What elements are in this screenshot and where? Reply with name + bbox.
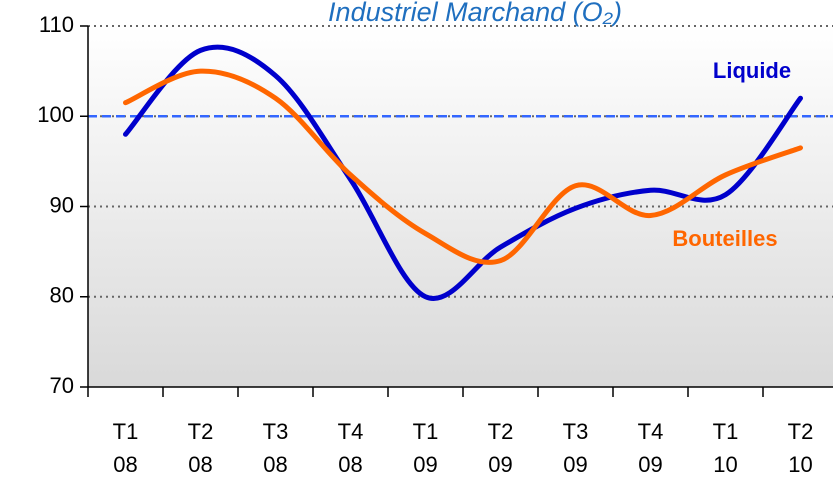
x-tick-label: T2 [788,419,814,444]
x-tick-label: T1 [413,419,439,444]
x-tick-label: T3 [563,419,589,444]
x-tick-label: T2 [488,419,514,444]
chart-title: Industriel Marchand (O₂) [328,0,622,27]
legend-label: Bouteilles [672,226,777,251]
x-tick-label: 09 [413,452,437,477]
x-tick-label: T1 [113,419,139,444]
y-tick-label: 90 [50,192,74,217]
x-tick-label: T3 [263,419,289,444]
y-tick-label: 80 [50,283,74,308]
series-line [123,44,803,301]
x-tick-label: T4 [638,419,664,444]
x-tick-label: 08 [113,452,137,477]
x-tick-label: 08 [338,452,362,477]
x-tick-label: 09 [563,452,587,477]
x-tick-label: 08 [263,452,287,477]
x-tick-label: T2 [188,419,214,444]
x-tick-label: T4 [338,419,364,444]
x-tick-label: 10 [713,452,737,477]
x-tick-label: 08 [188,452,212,477]
legend-label: Liquide [713,58,791,83]
y-tick-label: 110 [39,12,74,37]
x-tick-label: T1 [713,419,739,444]
x-tick-label: 09 [488,452,512,477]
x-tick-label: 09 [638,452,662,477]
y-tick-label: 100 [37,102,74,127]
x-tick-label: 10 [788,452,812,477]
series-line [123,68,803,265]
y-tick-label: 70 [50,373,74,398]
